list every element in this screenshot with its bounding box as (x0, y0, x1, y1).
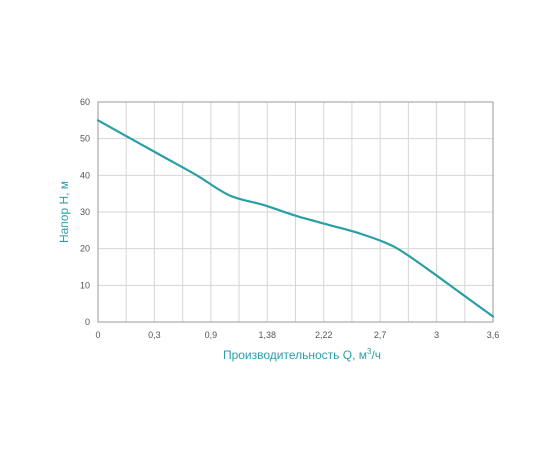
x-axis-title: Производительность Q, м3/ч (223, 347, 381, 362)
x-tick-label: 2,7 (374, 330, 387, 340)
y-tick-label: 50 (80, 134, 90, 144)
grid (98, 102, 493, 322)
y-tick-label: 30 (80, 207, 90, 217)
y-axis-ticks: 0 10 20 30 40 50 60 (80, 97, 90, 327)
x-tick-label: 0 (95, 330, 100, 340)
x-tick-label: 3,6 (487, 330, 500, 340)
x-tick-label: 0,3 (148, 330, 161, 340)
y-tick-label: 20 (80, 244, 90, 254)
y-tick-label: 40 (80, 170, 90, 180)
y-tick-label: 0 (85, 317, 90, 327)
plot-area-frame (97, 101, 494, 323)
x-tick-label: 1,38 (259, 330, 277, 340)
performance-curve (96, 119, 495, 318)
x-axis-title-superscript: 3 (367, 347, 372, 356)
x-tick-label: 0,9 (205, 330, 218, 340)
x-axis-title-main: Производительность Q, м (223, 348, 367, 362)
x-tick-label: 2,22 (315, 330, 333, 340)
y-axis-title: Напор H, м (57, 181, 71, 243)
x-axis-ticks: 0 0,3 0,9 1,38 2,22 2,7 3 3,6 (95, 330, 499, 340)
y-tick-label: 10 (80, 280, 90, 290)
x-tick-label: 3 (434, 330, 439, 340)
y-tick-label: 60 (80, 97, 90, 107)
x-axis-title-unit: /ч (371, 348, 381, 362)
